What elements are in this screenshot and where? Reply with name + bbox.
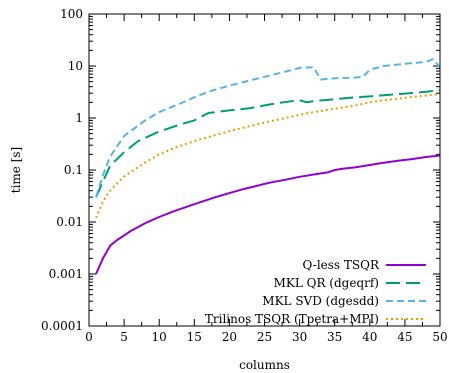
series-line-3	[95, 58, 440, 198]
x-tick-label: 35	[327, 330, 342, 344]
x-tick-label: 0	[85, 330, 93, 344]
y-tick-label: 10	[68, 59, 83, 73]
y-tick-label: 100	[60, 7, 83, 21]
y-tick-label: 0.001	[49, 267, 83, 281]
x-tick-label: 50	[432, 330, 447, 344]
legend-label-3: MKL SVD (dgesdd)	[262, 294, 379, 308]
tick-labels: 0 5 10 15 20 25 30 35 40 45 50 0.0001 0.001 0.01 0.1 1 1…	[41, 7, 448, 344]
axis-ticks	[88, 13, 441, 327]
series-line-2	[95, 89, 440, 198]
x-axis-title: columns	[239, 358, 290, 372]
x-tick-label: 10	[152, 330, 167, 344]
x-tick-label: 20	[222, 330, 237, 344]
series-line-1	[95, 154, 440, 275]
y-tick-label: 0.01	[56, 215, 83, 229]
legend: Q-less TSQR MKL QR (dgeqrf) MKL SVD (dgesd…	[205, 258, 426, 326]
x-tick-label: 25	[257, 330, 272, 344]
series-line-4	[95, 93, 440, 219]
y-tick-label: 0.1	[64, 163, 83, 177]
x-tick-label: 45	[397, 330, 412, 344]
plot-frame	[88, 13, 441, 327]
series-lines	[95, 58, 440, 275]
legend-label-4: Trilinos TSQR (Tpetra+MPI)	[205, 312, 379, 326]
y-axis-title: time [s]	[9, 147, 23, 193]
y-tick-label: 0.0001	[41, 319, 83, 333]
legend-label-1: Q-less TSQR	[303, 258, 380, 272]
y-tick-label: 1	[75, 111, 83, 125]
x-tick-label: 15	[187, 330, 202, 344]
x-tick-label: 30	[292, 330, 307, 344]
legend-label-2: MKL QR (dgeqrf)	[274, 276, 379, 290]
x-tick-label: 40	[362, 330, 377, 344]
x-tick-label: 5	[120, 330, 128, 344]
